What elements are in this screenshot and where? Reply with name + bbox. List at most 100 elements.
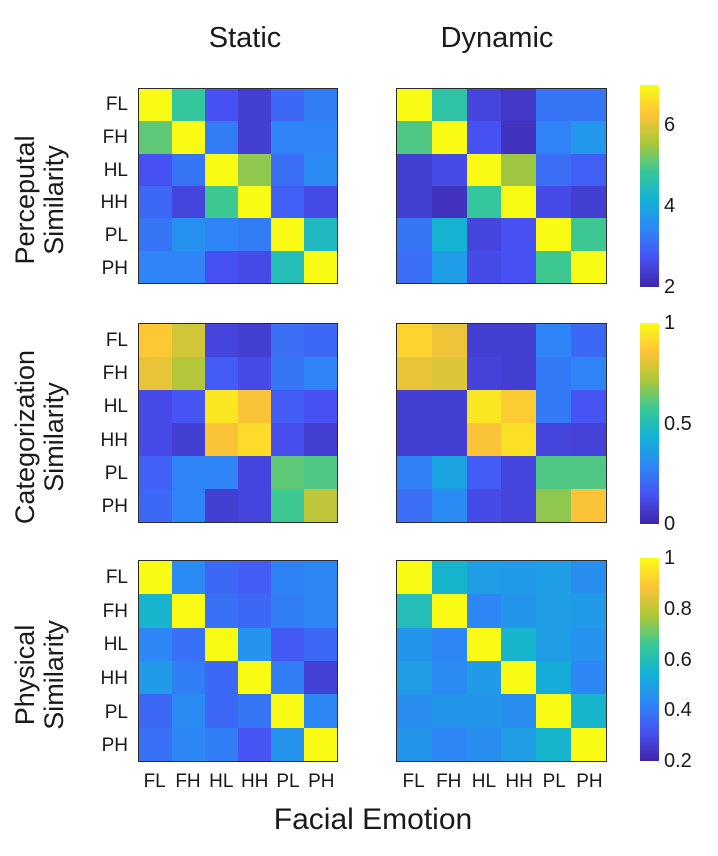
heatmap-cell [571, 727, 606, 761]
heatmap-cell [139, 324, 172, 357]
y-tick-label: FH [102, 363, 128, 384]
heatmap-cell [238, 390, 271, 423]
heatmap-cell [536, 423, 572, 456]
heatmap-cell [205, 489, 238, 522]
y-tick-label: FH [102, 600, 128, 622]
heatmap-cell [431, 727, 467, 761]
heatmap-cell [397, 727, 432, 761]
heatmap-cell [205, 423, 238, 456]
heatmap-cell [397, 489, 432, 522]
x-tick-label: PH [576, 771, 603, 792]
heatmap-cell [271, 357, 304, 390]
heatmap-cell [397, 153, 432, 186]
heatmap-cell [172, 694, 205, 728]
heatmap-cell [431, 561, 467, 595]
heatmap-cell [304, 89, 337, 122]
heatmap-cell [571, 489, 606, 522]
heatmap-cell [571, 324, 606, 357]
heatmap-cell [571, 218, 606, 251]
heatmap-cell [466, 121, 502, 154]
y-tick-label: FL [105, 94, 128, 116]
heatmap-cell [172, 561, 205, 595]
heatmap-cell [238, 357, 271, 390]
heatmap-cell [501, 153, 537, 186]
heatmap-cell [431, 121, 467, 154]
heatmap-cell [397, 324, 432, 357]
heatmap-cell [397, 89, 432, 122]
heatmap-cell [205, 561, 238, 595]
heatmap-cell [172, 627, 205, 661]
heatmap-cell [536, 121, 572, 154]
heatmap-cell [431, 390, 467, 423]
heatmap-categorization-dynamic [396, 323, 607, 523]
heatmap-cell [536, 727, 572, 761]
heatmap-cell [304, 594, 337, 628]
heatmap-cell [271, 153, 304, 186]
x-tick-label: HH [240, 771, 269, 792]
heatmap-cell [466, 561, 502, 595]
heatmap-cell [501, 324, 537, 357]
y-tick-label: HL [103, 396, 128, 418]
heatmap-cell [501, 694, 537, 728]
heatmap-cell [571, 561, 606, 595]
heatmap-cell [466, 324, 502, 357]
y-tick-label: FL [105, 566, 128, 588]
heatmap-cell [172, 660, 205, 695]
heatmap-cell [501, 660, 537, 695]
heatmap-cell [205, 694, 238, 728]
heatmap-cell [172, 121, 205, 154]
heatmap-cell [238, 324, 271, 357]
heatmap-cell [205, 324, 238, 357]
y-tick-label: HL [103, 634, 128, 656]
heatmap-cell [536, 660, 572, 695]
heatmap-cell [139, 489, 172, 522]
heatmap-cell [501, 423, 537, 456]
column-title-static: Static [208, 22, 282, 54]
heatmap-cell [172, 89, 205, 122]
colorbar-tick-label: 2 [664, 276, 676, 298]
heatmap-cell [205, 456, 238, 489]
heatmap-cell [139, 357, 172, 390]
y-tick-label: HH [100, 192, 128, 214]
heatmap-cell [501, 727, 537, 761]
heatmap-cell [536, 627, 572, 661]
heatmap-cell [536, 250, 572, 283]
heatmap-cell [431, 660, 467, 695]
heatmap-cell [205, 185, 238, 219]
heatmap-cell [139, 627, 172, 661]
heatmap-cell [172, 390, 205, 423]
heatmap-cell [139, 423, 172, 456]
heatmap-cell [172, 153, 205, 186]
heatmap-cell [571, 89, 606, 122]
heatmap-cell [397, 627, 432, 661]
heatmap-cell [238, 456, 271, 489]
x-axis-title: Facial Emotion [273, 803, 473, 836]
heatmap-cell [139, 218, 172, 251]
heatmap-cell [431, 218, 467, 251]
x-tick-label: PL [542, 771, 566, 792]
x-tick-label: FH [175, 771, 201, 792]
heatmap-cell [205, 121, 238, 154]
y-tick-label: PL [104, 463, 128, 484]
heatmap-cell [431, 153, 467, 186]
heatmap-cell [431, 489, 467, 522]
heatmap-cell [431, 594, 467, 628]
heatmap-cell [397, 423, 432, 456]
heatmap-cell [466, 390, 502, 423]
heatmap-physical-static [138, 560, 338, 762]
heatmap-cell [304, 121, 337, 154]
heatmap-cell [205, 627, 238, 661]
heatmap-cell [466, 627, 502, 661]
heatmap-cell [536, 561, 572, 595]
heatmap-cell [238, 185, 271, 219]
heatmap-cell [571, 153, 606, 186]
heatmap-cell [172, 423, 205, 456]
heatmap-cell [431, 89, 467, 122]
heatmap-cell [536, 89, 572, 122]
heatmap-cell [172, 218, 205, 251]
x-tick-label: FL [402, 771, 425, 792]
heatmap-cell [397, 594, 432, 628]
heatmap-cell [271, 218, 304, 251]
heatmap-cell [536, 489, 572, 522]
